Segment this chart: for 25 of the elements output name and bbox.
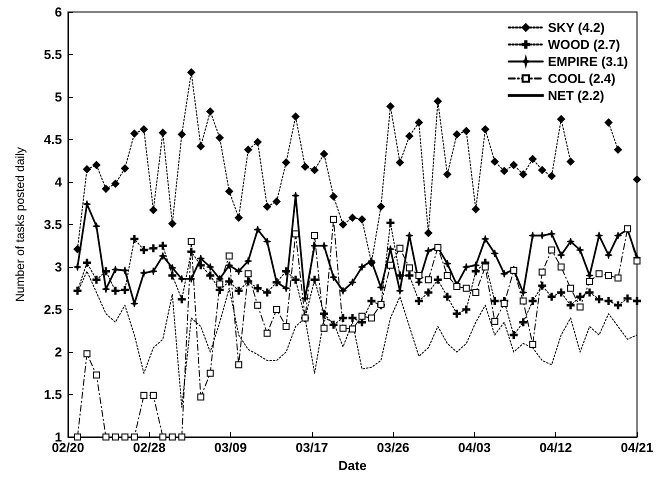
y-tick-label: 1.5 bbox=[44, 387, 62, 402]
legend-label: SKY (4.2) bbox=[548, 20, 605, 35]
y-axis-title: Number of tasks posted daily bbox=[13, 147, 27, 302]
legend-label: EMPIRE (3.1) bbox=[548, 54, 628, 69]
x-tick-label: 04/21 bbox=[620, 440, 654, 455]
x-axis-title: Date bbox=[338, 458, 367, 473]
y-tick-label: 2.5 bbox=[44, 302, 62, 317]
x-tick-label: 04/12 bbox=[539, 440, 572, 455]
x-tick-label: 02/20 bbox=[52, 440, 84, 455]
legend-label: WOOD (2.7) bbox=[548, 37, 620, 52]
x-tick-label: 03/26 bbox=[376, 440, 410, 455]
legend-label: COOL (2.4) bbox=[548, 71, 616, 86]
y-tick-label: 5 bbox=[54, 90, 62, 104]
x-tick-label: 04/03 bbox=[458, 440, 491, 455]
y-tick-label: 2 bbox=[54, 344, 62, 360]
y-tick-label: 3.5 bbox=[44, 217, 62, 232]
x-tick-label: 02/28 bbox=[133, 440, 166, 455]
x-tick-label: 03/09 bbox=[214, 440, 247, 455]
y-tick-label: 4 bbox=[54, 174, 63, 190]
y-tick-label: 5.5 bbox=[44, 47, 62, 62]
y-tick-label: 4.5 bbox=[44, 132, 62, 147]
legend-label: NET (2.2) bbox=[548, 88, 604, 103]
y-tick-label: 3 bbox=[54, 260, 62, 274]
x-tick-label: 03/17 bbox=[296, 440, 328, 455]
y-tick-label: 6 bbox=[54, 4, 62, 20]
